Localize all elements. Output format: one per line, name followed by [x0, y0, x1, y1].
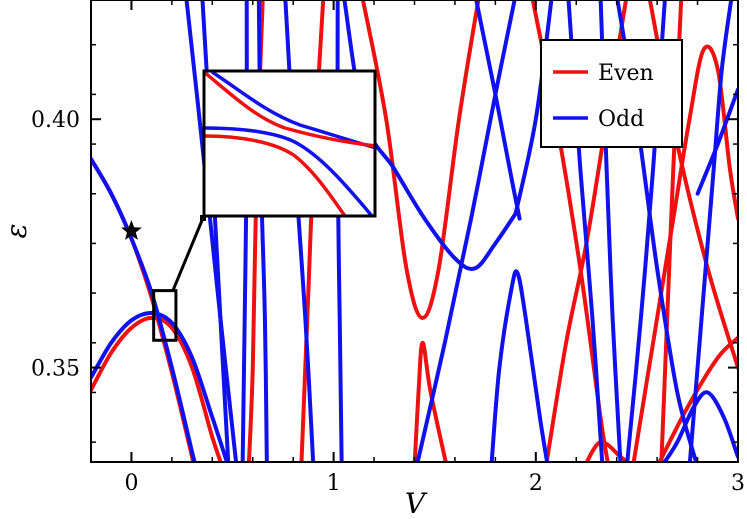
- inset-odd-curve-bottom: [204, 126, 374, 216]
- series-odd-curve-1: [91, 310, 229, 462]
- series-odd-curve-5: [256, 0, 269, 462]
- y-tick-label: 0.40: [31, 108, 80, 133]
- x-tick-label: 3: [731, 471, 745, 496]
- plot-series-layer: [91, 0, 738, 462]
- series-odd-curve-7: [335, 0, 344, 462]
- legend-label-even: Even: [598, 61, 654, 86]
- series-odd-curve-9: [513, 0, 554, 216]
- x-tick-label: 1: [327, 471, 341, 496]
- legend-box: [540, 39, 683, 148]
- series-odd: [91, 0, 738, 462]
- series-odd-curve-19: [695, 87, 738, 196]
- series-even-curve-0: [91, 315, 223, 462]
- axis-ticks: 0 1 2 3 0.35 0.40: [31, 0, 745, 496]
- inset-even-curve-top: [204, 71, 375, 148]
- series-even-curve-3: [299, 0, 326, 462]
- inset-even-curve-bottom: [204, 134, 347, 216]
- series-odd-curve-17: [662, 390, 738, 462]
- series-odd-curve-3: [200, 0, 231, 462]
- y-tick-label: 0.35: [31, 357, 80, 382]
- series-odd-curve-18: [687, 0, 734, 462]
- inset-curves: [204, 71, 375, 216]
- zoom-region-box: [152, 289, 178, 342]
- series-even-curve-9: [631, 44, 738, 462]
- legend-label-odd: Odd: [598, 107, 644, 132]
- x-tick-label: 0: [124, 471, 138, 496]
- series-odd-curve-2: [184, 0, 239, 462]
- series-even-curve-4: [360, 0, 481, 320]
- inset-connector-head: [200, 215, 206, 221]
- zoom-inset: [202, 69, 377, 218]
- inset-connector-line: [171, 217, 205, 292]
- series-odd-curve-11: [415, 0, 517, 462]
- series-even-curve-8: [584, 440, 631, 462]
- series-odd-curve-10: [474, 0, 522, 221]
- star-marker: [121, 220, 142, 240]
- x-tick-label: 2: [529, 471, 543, 496]
- series-odd-curve-4: [240, 0, 249, 462]
- series-odd-curve-12: [489, 269, 550, 462]
- legend: Even Odd: [540, 39, 683, 148]
- series-even-curve-5: [412, 340, 448, 462]
- x-axis-label: V: [405, 487, 428, 519]
- y-axis-label: ε: [0, 223, 33, 238]
- series-odd-curve-6: [283, 0, 316, 462]
- inset-frame: [202, 69, 377, 218]
